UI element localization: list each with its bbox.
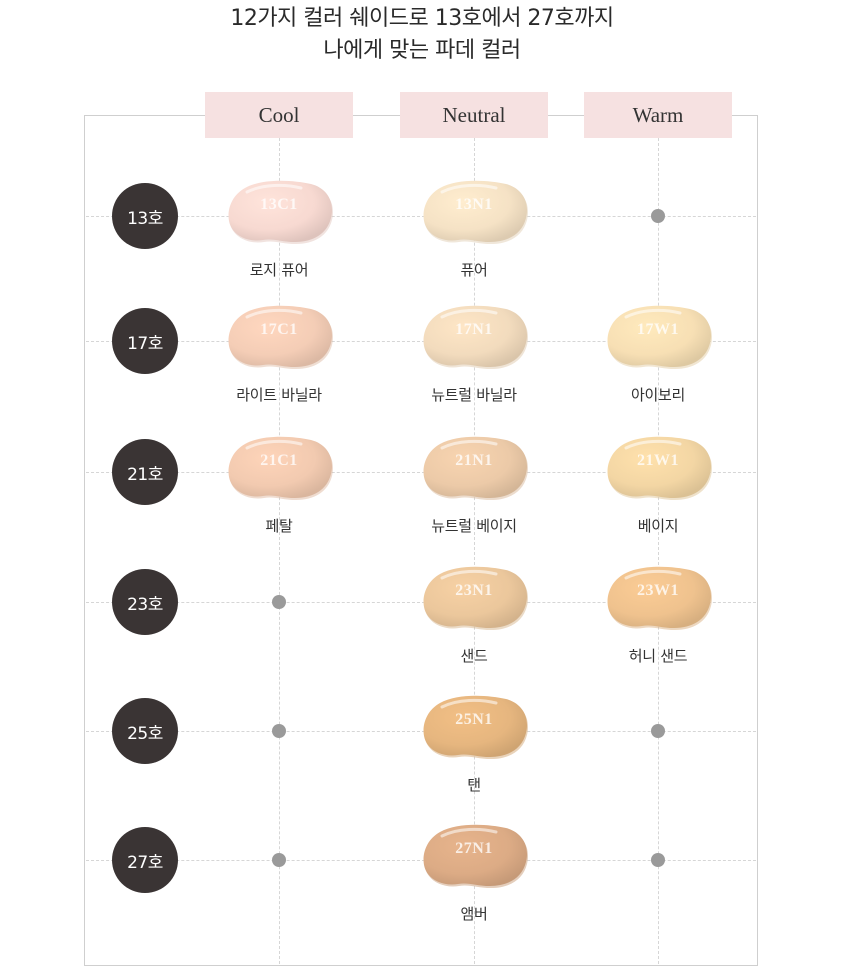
shade-code: 21W1 — [637, 452, 679, 469]
row-guide-line — [86, 731, 756, 732]
shade-name: 앰버 — [460, 905, 488, 923]
shade-code: 23W1 — [637, 582, 679, 599]
shade-swatch-23n1[interactable]: 23N1 — [418, 562, 530, 634]
swatch-blob — [423, 695, 529, 759]
swatch-blob — [607, 305, 713, 369]
row-tone-badge: 21호 — [112, 439, 178, 505]
column-guide-line — [474, 138, 475, 964]
shade-code: 17N1 — [455, 321, 493, 338]
empty-shade-dot — [651, 209, 665, 223]
column-header-cool: Cool — [205, 92, 353, 138]
shade-code: 13C1 — [260, 196, 298, 213]
swatch-blob — [228, 436, 334, 500]
shade-name: 라이트 바닐라 — [236, 386, 322, 404]
row-guide-line — [86, 472, 756, 473]
shade-name: 퓨어 — [460, 261, 488, 279]
shade-name: 허니 샌드 — [628, 647, 688, 665]
swatch-blob — [228, 305, 334, 369]
row-guide-line — [86, 341, 756, 342]
shade-name: 아이보리 — [630, 386, 685, 404]
shade-name: 탠 — [467, 776, 481, 794]
shade-swatch-13n1[interactable]: 13N1 — [418, 176, 530, 248]
empty-shade-dot — [272, 853, 286, 867]
shade-swatch-21c1[interactable]: 21C1 — [223, 432, 335, 504]
row-tone-badge: 25호 — [112, 698, 178, 764]
shade-swatch-17w1[interactable]: 17W1 — [602, 301, 714, 373]
shade-code: 21N1 — [455, 452, 493, 469]
empty-shade-dot — [272, 595, 286, 609]
row-guide-line — [86, 860, 756, 861]
page-title: 12가지 컬러 쉐이드로 13호에서 27호까지 — [230, 6, 614, 31]
page-subtitle: 나에게 맞는 파데 컬러 — [323, 38, 521, 63]
shade-code: 17W1 — [637, 321, 679, 338]
shade-swatch-17c1[interactable]: 17C1 — [223, 301, 335, 373]
shade-code: 21C1 — [260, 452, 298, 469]
shade-swatch-21n1[interactable]: 21N1 — [418, 432, 530, 504]
swatch-blob — [423, 566, 529, 630]
row-tone-badge: 17호 — [112, 308, 178, 374]
row-tone-badge: 13호 — [112, 183, 178, 249]
shade-name: 페탈 — [265, 517, 293, 535]
shade-code: 13N1 — [455, 196, 493, 213]
shade-name: 베이지 — [637, 517, 679, 535]
shade-swatch-13c1[interactable]: 13C1 — [223, 176, 335, 248]
swatch-blob — [423, 180, 529, 244]
row-tone-badge: 27호 — [112, 827, 178, 893]
row-guide-line — [86, 602, 756, 603]
shade-name: 뉴트럴 바닐라 — [431, 386, 517, 404]
column-guide-line — [658, 138, 659, 964]
empty-shade-dot — [651, 724, 665, 738]
shade-swatch-23w1[interactable]: 23W1 — [602, 562, 714, 634]
shade-name: 샌드 — [460, 647, 488, 665]
column-header-neutral: Neutral — [400, 92, 548, 138]
shade-code: 23N1 — [455, 582, 493, 599]
shade-swatch-21w1[interactable]: 21W1 — [602, 432, 714, 504]
swatch-blob — [423, 436, 529, 500]
empty-shade-dot — [272, 724, 286, 738]
swatch-blob — [423, 305, 529, 369]
shade-swatch-17n1[interactable]: 17N1 — [418, 301, 530, 373]
swatch-blob — [607, 566, 713, 630]
shade-code: 25N1 — [455, 711, 493, 728]
shade-swatch-27n1[interactable]: 27N1 — [418, 820, 530, 892]
column-guide-line — [279, 138, 280, 964]
swatch-blob — [423, 824, 529, 888]
shade-name: 로지 퓨어 — [249, 261, 309, 279]
swatch-blob — [607, 436, 713, 500]
row-guide-line — [86, 216, 756, 217]
shade-code: 27N1 — [455, 840, 493, 857]
shade-name: 뉴트럴 베이지 — [431, 517, 517, 535]
column-header-warm: Warm — [584, 92, 732, 138]
shade-swatch-25n1[interactable]: 25N1 — [418, 691, 530, 763]
row-tone-badge: 23호 — [112, 569, 178, 635]
swatch-blob — [228, 180, 334, 244]
empty-shade-dot — [651, 853, 665, 867]
shade-code: 17C1 — [260, 321, 298, 338]
